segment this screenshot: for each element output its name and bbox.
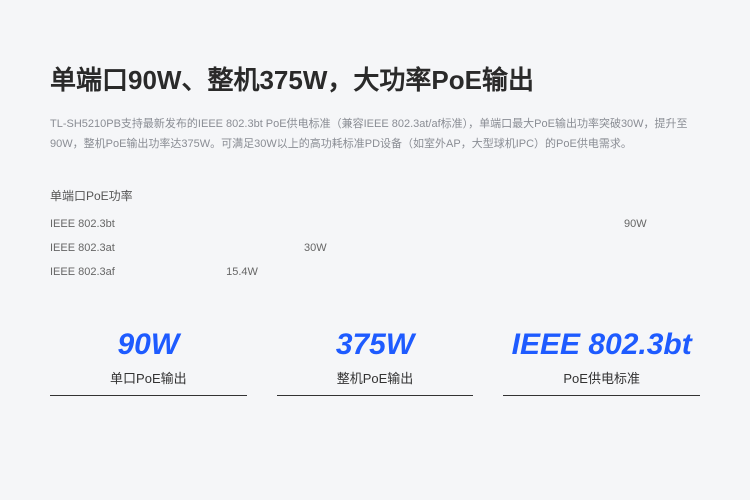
- chart-title: 单端口PoE功率: [50, 187, 700, 204]
- bar-value: 90W: [624, 218, 647, 230]
- chart-bars-container: IEEE 802.3bt90WIEEE 802.3at30WIEEE 802.3…: [50, 218, 700, 278]
- stat-value: 90W: [50, 328, 247, 362]
- bar-label: IEEE 802.3af: [50, 266, 130, 278]
- bar-value: 15.4W: [226, 266, 258, 278]
- page-title: 单端口90W、整机375W，大功率PoE输出: [50, 60, 700, 97]
- stat-item: IEEE 802.3bt PoE供电标准: [503, 328, 700, 396]
- stat-label: 整机PoE输出: [277, 368, 474, 387]
- stat-label: 单口PoE输出: [50, 368, 247, 387]
- poe-power-chart: 单端口PoE功率 IEEE 802.3bt90WIEEE 802.3at30WI…: [50, 187, 700, 278]
- bar-value: 30W: [304, 242, 327, 254]
- bar-label: IEEE 802.3bt: [50, 218, 130, 230]
- stat-value: 375W: [277, 328, 474, 362]
- stat-item: 90W 单口PoE输出: [50, 328, 247, 396]
- stats-row: 90W 单口PoE输出 375W 整机PoE输出 IEEE 802.3bt PoE供电标准: [50, 328, 700, 396]
- description-text: TL-SH5210PB支持最新发布的IEEE 802.3bt PoE供电标准（兼…: [50, 115, 700, 155]
- stat-item: 375W 整机PoE输出: [277, 328, 474, 396]
- stat-value: IEEE 802.3bt: [503, 328, 700, 362]
- bar-row: IEEE 802.3af 15.4W: [50, 266, 700, 278]
- stat-label: PoE供电标准: [503, 368, 700, 387]
- bar-row: IEEE 802.3bt 90W: [50, 218, 700, 230]
- bar-label: IEEE 802.3at: [50, 242, 130, 254]
- bar-row: IEEE 802.3at 30W: [50, 242, 700, 254]
